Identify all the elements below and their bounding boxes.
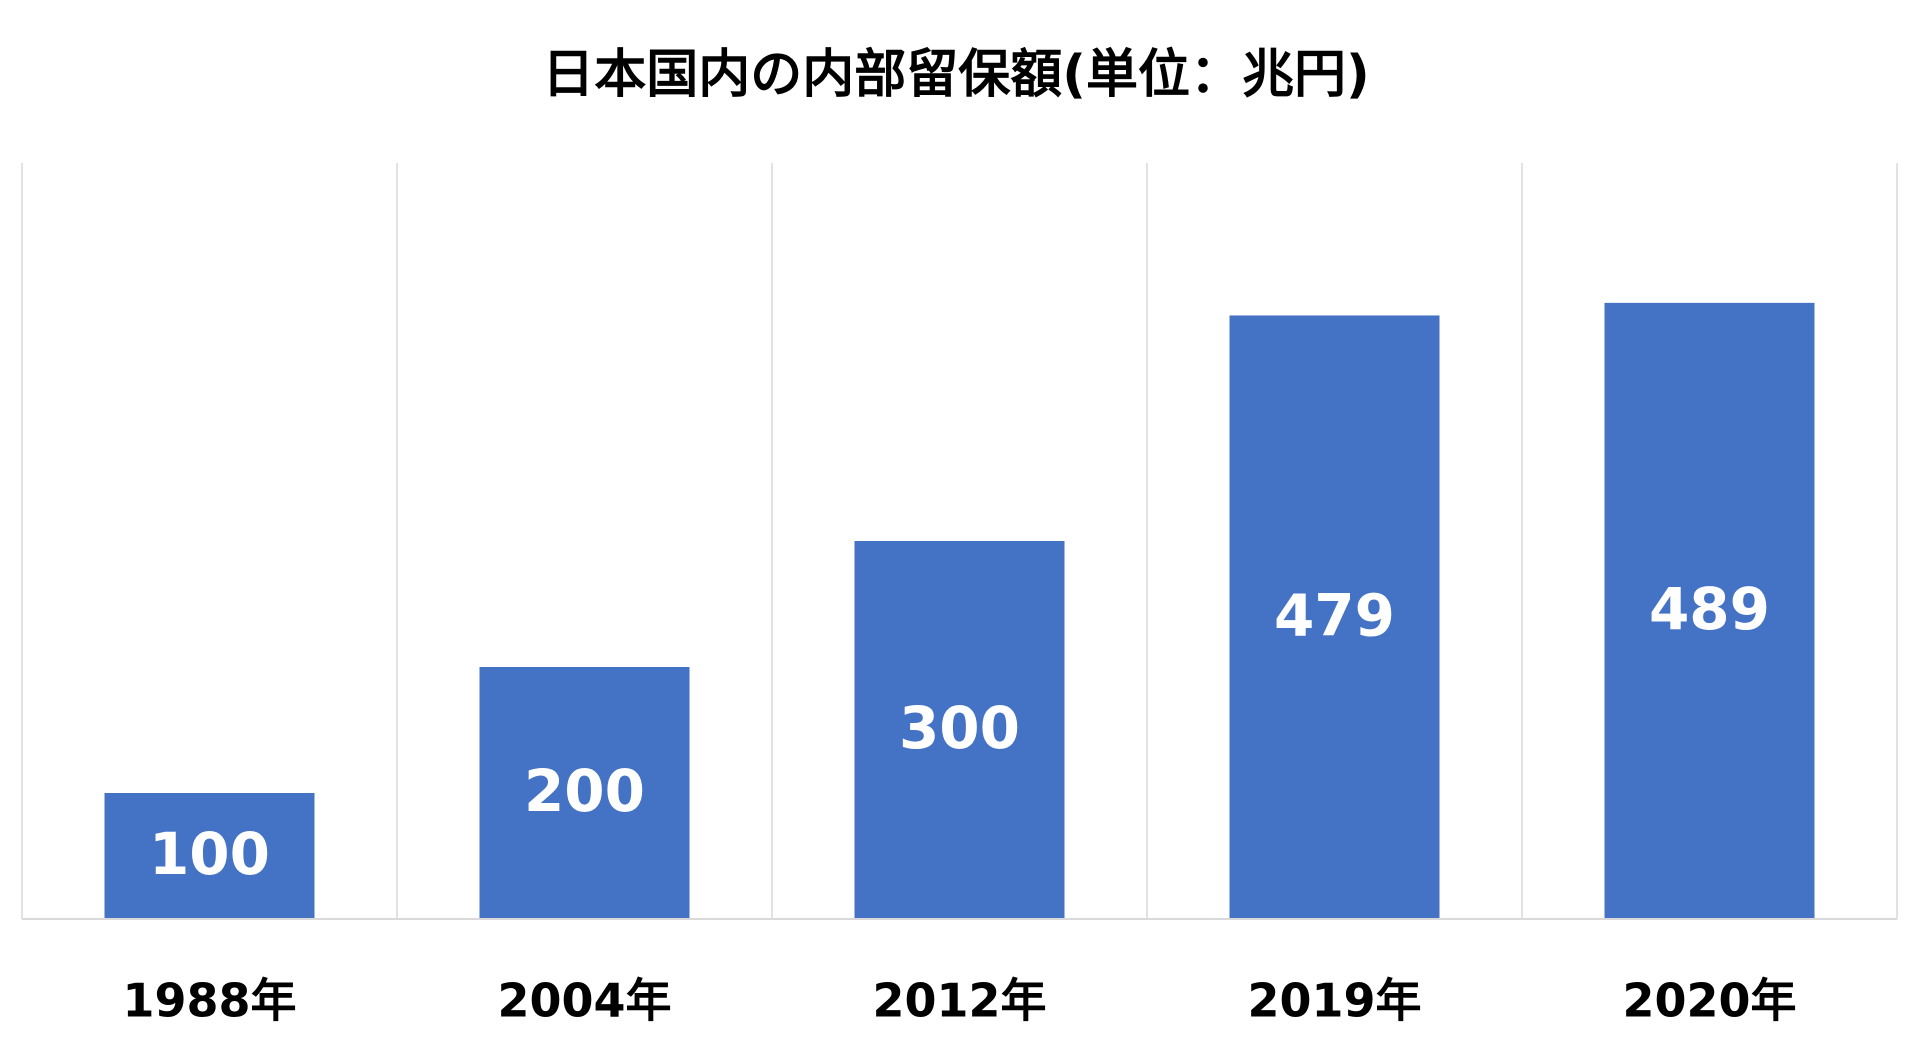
- x-tick-label: 2019年: [1247, 974, 1421, 1028]
- bar: [479, 667, 690, 919]
- bar: [1229, 315, 1440, 920]
- bar: [1604, 302, 1815, 919]
- value-label: 489: [1649, 575, 1770, 643]
- value-label: 200: [524, 757, 645, 825]
- value-label: 479: [1274, 581, 1395, 649]
- value-label: 300: [899, 694, 1020, 762]
- bar: [854, 541, 1065, 919]
- x-tick-label: 2012年: [872, 974, 1046, 1028]
- chart-title: 日本国内の内部留保額(単位：兆円): [542, 45, 1370, 105]
- x-tick-label: 2020年: [1622, 974, 1796, 1028]
- value-label: 100: [149, 820, 270, 888]
- bar: [104, 793, 315, 919]
- x-tick-label: 2004年: [497, 974, 671, 1028]
- x-tick-label: 1988年: [122, 974, 296, 1028]
